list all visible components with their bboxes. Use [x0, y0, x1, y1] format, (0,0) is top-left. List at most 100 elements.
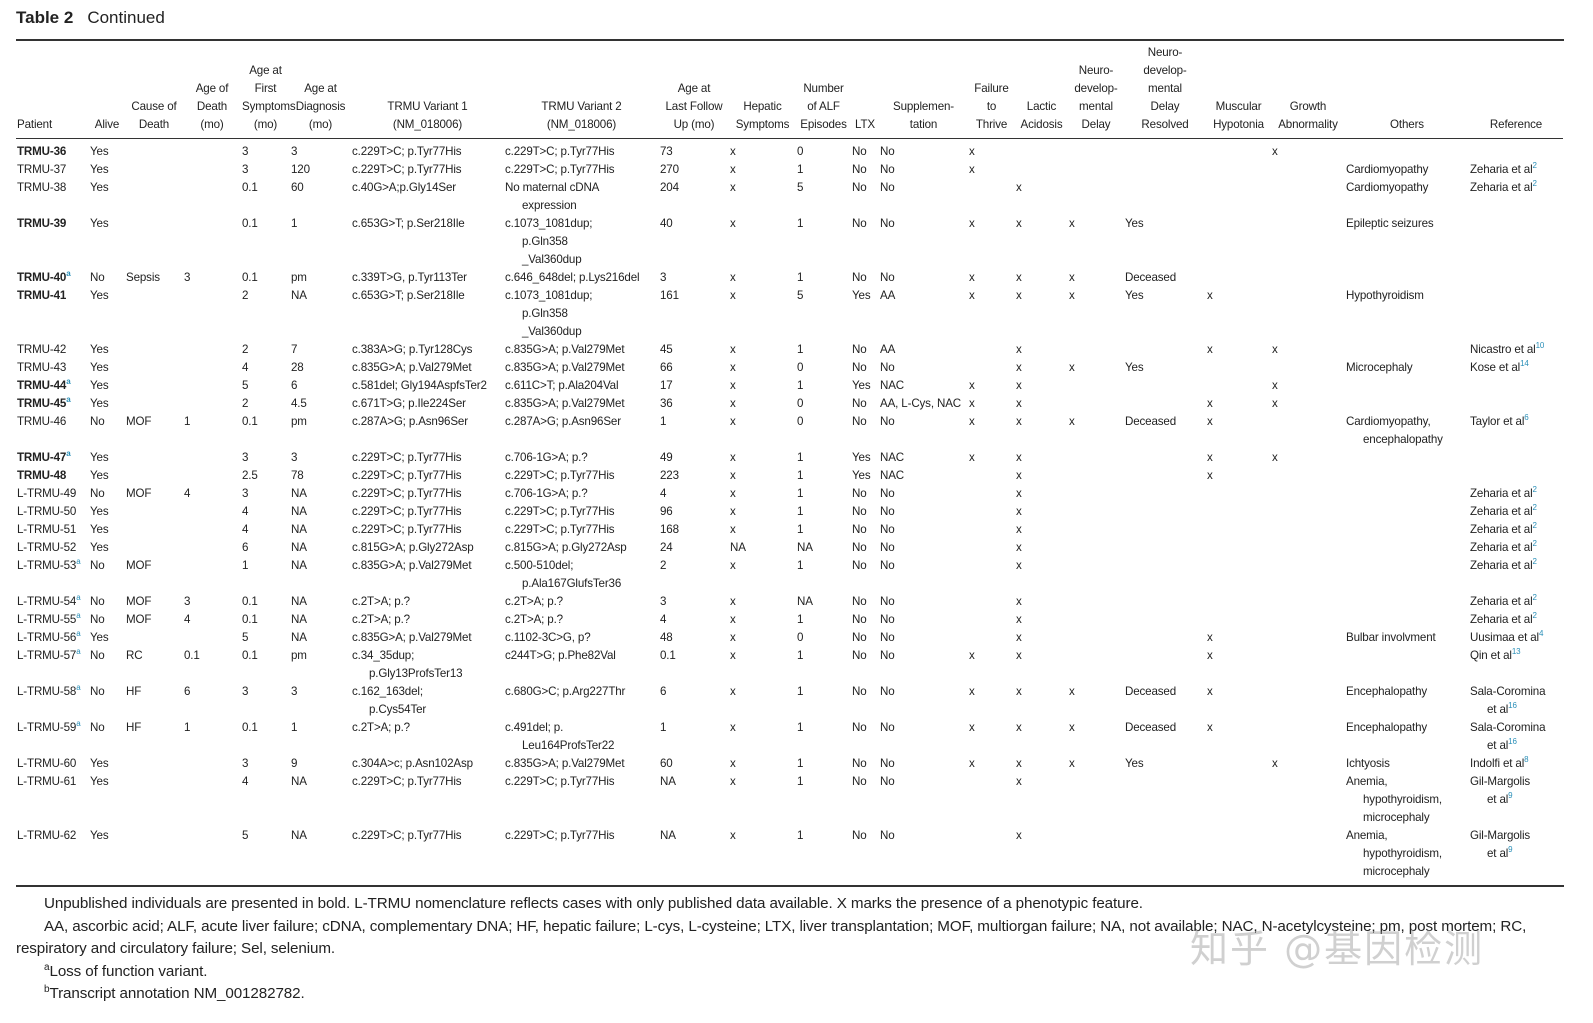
- cell-variant-2: c.706-1G>A; p.?: [505, 487, 588, 500]
- cell-hepatic-symptoms: x: [730, 451, 736, 464]
- cell-others: Bulbar involvment: [1346, 631, 1436, 644]
- cell-age-of-death: 4: [184, 613, 191, 626]
- cell-patient: TRMU-48: [16, 467, 89, 485]
- reference-number[interactable]: 9: [1508, 791, 1513, 801]
- cell-muscular-hypotonia: x: [1207, 721, 1213, 734]
- reference-number[interactable]: 13: [1511, 647, 1521, 657]
- cell-alf-episodes: NA: [797, 541, 813, 554]
- cell-ltx: No: [852, 361, 867, 374]
- reference-number[interactable]: 2: [1532, 485, 1537, 495]
- top-rule: [16, 39, 1564, 41]
- cell-patient: TRMU-44a: [16, 377, 89, 395]
- patient-id: L-TRMU-62: [17, 829, 77, 842]
- cell-reference: Kose et al14: [1469, 359, 1563, 377]
- reference-number[interactable]: 16: [1508, 701, 1517, 711]
- cell-lactic-acidosis: x: [1016, 541, 1022, 554]
- cell-hepatic-symptoms: x: [730, 163, 736, 176]
- reference-number[interactable]: 2: [1532, 521, 1537, 531]
- cell-variant-2: c.835G>A; p.Val279Met: [505, 397, 625, 410]
- cell-supplementation: No: [880, 829, 895, 842]
- reference-number[interactable]: 4: [1538, 629, 1544, 639]
- table-row: L-TRMU-60 Yes 3 9 c.304A>c; p.Asn102Asp c.835…: [16, 755, 1563, 773]
- cell-age-diagnosis: 60: [291, 181, 304, 194]
- cell-neurodev-delay: x: [1069, 289, 1075, 302]
- cell-neurodev-delay-resolved: [1124, 647, 1206, 683]
- cell-muscular-hypotonia: [1206, 503, 1271, 521]
- cell-failure-to-thrive: x: [969, 271, 975, 284]
- cell-variant-2: c.611C>T; p.Ala204Val: [505, 379, 619, 392]
- patient-id: L-TRMU-53: [17, 559, 77, 572]
- cell-age-diagnosis: 3: [291, 685, 298, 698]
- cell-supplementation: No: [880, 649, 895, 662]
- cell-ltx: No: [852, 829, 867, 842]
- cell-alf-episodes: 1: [797, 721, 804, 734]
- reference-number[interactable]: 2: [1532, 557, 1537, 567]
- cell-age-last-followup: 3: [660, 271, 667, 284]
- cell-growth-abnormality: [1271, 593, 1345, 611]
- patient-id: L-TRMU-56: [17, 631, 77, 644]
- cell-supplementation: No: [880, 541, 895, 554]
- cell-failure-to-thrive: x: [969, 415, 975, 428]
- cell-muscular-hypotonia: x: [1207, 469, 1213, 482]
- cell-age-first-symptoms: 2.5: [242, 469, 258, 482]
- header-alive: Alive: [89, 44, 125, 139]
- cell-supplementation: No: [880, 685, 895, 698]
- cell-others: Epileptic seizures: [1346, 217, 1434, 230]
- cell-patient: L-TRMU-52: [16, 539, 89, 557]
- cell-supplementation: No: [880, 613, 895, 626]
- cell-variant-1: c.229T>C; p.Tyr77His: [352, 775, 462, 788]
- cell-ltx: Yes: [852, 289, 871, 302]
- reference-text: Zeharia et al: [1470, 559, 1533, 572]
- reference-number[interactable]: 9: [1508, 845, 1513, 855]
- table-row: TRMU-46 No MOF 1 0.1 pm c.287A>G; p.Asn96Ser c.…: [16, 413, 1563, 449]
- reference-number[interactable]: 2: [1532, 611, 1537, 621]
- reference-number[interactable]: 8: [1524, 755, 1529, 765]
- cell-neurodev-delay: [1068, 827, 1124, 881]
- cell-lactic-acidosis: x: [1016, 487, 1022, 500]
- cell-alive: Yes: [90, 829, 109, 842]
- cell-muscular-hypotonia: x: [1207, 451, 1213, 464]
- cell-muscular-hypotonia: x: [1207, 397, 1213, 410]
- cell-cause-of-death: MOF: [126, 415, 152, 428]
- reference-number[interactable]: 2: [1532, 593, 1537, 603]
- cell-reference: Nicastro et al10: [1469, 341, 1563, 359]
- reference-number[interactable]: 2: [1532, 179, 1537, 189]
- reference-text: Sala-Coromina et al: [1470, 721, 1546, 752]
- cell-variant-2: c.229T>C; p.Tyr77His: [505, 523, 615, 536]
- cell-ltx: No: [852, 217, 867, 230]
- cell-hepatic-symptoms: x: [730, 595, 736, 608]
- cell-variant-1: c.229T>C; p.Tyr77His: [352, 505, 462, 518]
- cell-variant-2: c.706-1G>A; p.?: [505, 451, 588, 464]
- superscript: a: [76, 719, 81, 729]
- reference-number[interactable]: 14: [1520, 359, 1529, 369]
- cell-alf-episodes: 5: [797, 289, 804, 302]
- cell-others: [1345, 341, 1469, 359]
- reference-number[interactable]: 2: [1532, 503, 1537, 513]
- cell-variant-1: c.229T>C; p.Tyr77His: [352, 469, 462, 482]
- cell-ltx: No: [852, 145, 867, 158]
- cell-alive: No: [90, 721, 105, 734]
- cell-age-last-followup: NA: [660, 775, 676, 788]
- cell-variant-1: c.653G>T; p.Ser218Ile: [352, 217, 465, 230]
- cell-hepatic-symptoms: x: [730, 289, 736, 302]
- table-row: TRMU-48 Yes 2.5 78 c.229T>C; p.Tyr77His c.229…: [16, 467, 1563, 485]
- cell-age-first-symptoms: 2: [242, 343, 249, 356]
- cell-age-of-death: 6: [184, 685, 191, 698]
- cell-alf-episodes: 1: [797, 271, 804, 284]
- reference-number[interactable]: 2: [1532, 539, 1537, 549]
- reference-number[interactable]: 10: [1535, 341, 1545, 351]
- cell-neurodev-delay: [1068, 395, 1124, 413]
- cell-age-of-death: [183, 215, 241, 269]
- reference-number[interactable]: 6: [1524, 413, 1529, 423]
- reference-text: Zeharia et al: [1470, 613, 1533, 626]
- cell-variant-1: c.835G>A; p.Val279Met: [352, 361, 472, 374]
- cell-neurodev-delay-resolved: Deceased: [1125, 721, 1177, 734]
- cell-others: Encephalopathy: [1346, 685, 1428, 698]
- reference-number[interactable]: 2: [1532, 161, 1537, 171]
- cell-age-diagnosis: NA: [291, 595, 307, 608]
- cell-reference: [1469, 287, 1563, 341]
- reference-number[interactable]: 16: [1508, 737, 1517, 747]
- cell-failure-to-thrive: [968, 629, 1015, 647]
- cell-neurodev-delay: x: [1069, 757, 1075, 770]
- cell-age-first-symptoms: 0.1: [242, 415, 258, 428]
